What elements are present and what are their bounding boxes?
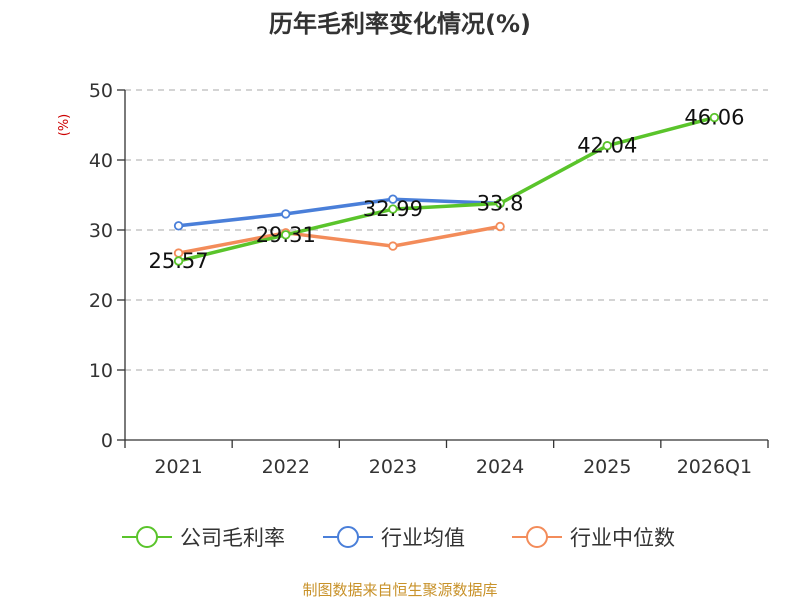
x-tick-label: 2021 — [154, 456, 202, 478]
y-tick-label: 30 — [89, 220, 113, 242]
x-tick-label: 2023 — [369, 456, 417, 478]
data-label: 42.04 — [577, 134, 637, 158]
legend-label: 行业中位数 — [570, 526, 675, 550]
data-point — [281, 209, 291, 219]
series-2 — [173, 221, 505, 258]
data-point — [388, 204, 398, 214]
y-tick-label: 20 — [89, 290, 113, 312]
data-labels: 25.57 29.31 32.99 33.8 42.04 46.06 — [149, 106, 745, 273]
data-label: 33.8 — [477, 191, 524, 215]
y-tick-label: 0 — [101, 430, 113, 452]
series-line — [178, 197, 501, 228]
data-point — [602, 141, 612, 151]
data-point — [495, 221, 505, 232]
legend-label: 公司毛利率 — [180, 526, 285, 550]
chart-title: 历年毛利率变化情况(%) — [269, 10, 531, 38]
x-tick-label: 2026Q1 — [677, 456, 752, 478]
legend-label: 行业均值 — [381, 526, 465, 550]
series-1 — [173, 194, 505, 231]
x-tick-label: 2025 — [583, 456, 631, 478]
y-tick-label: 10 — [89, 360, 113, 382]
data-point — [173, 221, 184, 231]
y-tick-label: 40 — [89, 150, 113, 172]
source-note: 制图数据来自恒生聚源数据库 — [302, 581, 497, 599]
data-point — [388, 194, 398, 204]
legend-circle-marker — [136, 526, 158, 548]
legend-item-2: 行业中位数 — [512, 526, 675, 550]
legend-circle-marker — [337, 526, 359, 548]
x-tick-label: 2024 — [476, 456, 524, 478]
y-tick-label: 50 — [89, 80, 113, 102]
series-line — [178, 224, 501, 255]
data-label: 46.06 — [684, 106, 744, 130]
series-lines — [173, 112, 720, 266]
data-point — [281, 230, 291, 240]
data-point — [173, 256, 184, 266]
legend-item-1: 行业均值 — [323, 526, 465, 550]
axes: 0 10 20 30 40 50 2021 2022 2023 2024 2025 2026Q1 — [89, 80, 769, 478]
data-point — [709, 112, 720, 123]
data-label: 29.31 — [256, 223, 316, 247]
data-label: 25.57 — [149, 249, 209, 273]
data-point — [495, 198, 505, 209]
series-line — [178, 115, 715, 263]
gridlines — [125, 89, 768, 371]
data-label: 32.99 — [363, 197, 423, 221]
data-point — [388, 241, 398, 251]
y-axis-unit-label: (%) — [57, 114, 72, 137]
x-tick-label: 2022 — [262, 456, 310, 478]
legend-circle-marker — [526, 526, 548, 548]
legend-item-0: 公司毛利率 — [122, 526, 285, 550]
legend: 公司毛利率 行业均值 行业中位数 — [122, 526, 675, 550]
series-0 — [173, 112, 720, 266]
